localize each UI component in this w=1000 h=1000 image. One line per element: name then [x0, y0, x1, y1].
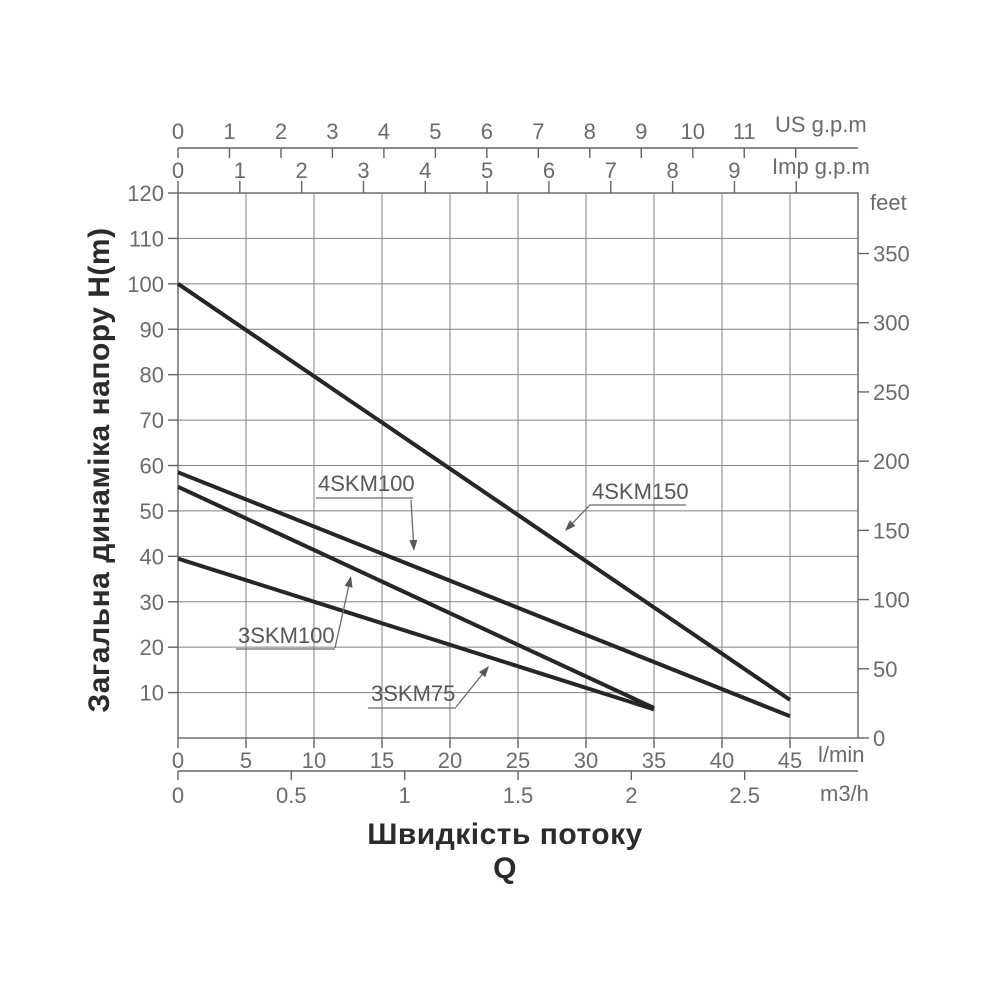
- h-m-tick-label: 40: [140, 544, 164, 569]
- m3h-tick-label: 0.5: [276, 783, 307, 808]
- h-m-tick-label: 80: [140, 363, 164, 388]
- us-gpm-tick-label: 9: [635, 119, 647, 144]
- h-m-tick-label: 60: [140, 454, 164, 479]
- us-gpm-tick-label: 8: [584, 119, 596, 144]
- curve-4SKM100: [177, 470, 791, 719]
- curve-label-4SKM100: 4SKM100: [318, 471, 415, 496]
- h-m-tick-label: 10: [140, 681, 164, 706]
- curve-label-leader: [334, 586, 350, 649]
- imp-gpm-tick-label: 9: [728, 158, 740, 183]
- lmin-tick-label: 10: [302, 748, 326, 773]
- imp-gpm-tick-label: 4: [419, 158, 431, 183]
- lmin-tick-label: 30: [574, 748, 598, 773]
- h-m-tick-label: 110: [129, 226, 164, 251]
- us-gpm-tick-label: 5: [429, 119, 441, 144]
- y-axis-title: Загальна динаміка напору H(m): [83, 227, 116, 713]
- curve-label-leader: [455, 674, 483, 708]
- us-gpm-unit-label: US g.p.m: [775, 112, 867, 137]
- curve-label-3SKM100: 3SKM100: [238, 623, 335, 648]
- curve-label-leader: [572, 505, 590, 524]
- feet-tick-label: 0: [873, 726, 885, 751]
- imp-gpm-tick-label: 3: [357, 158, 369, 183]
- us-gpm-tick-label: 3: [326, 119, 338, 144]
- feet-tick-label: 150: [873, 518, 910, 543]
- curve-label-3SKM75: 3SKM75: [371, 681, 455, 706]
- imp-gpm-tick-label: 0: [172, 158, 184, 183]
- lmin-tick-label: 0: [172, 748, 184, 773]
- h-m-tick-label: 20: [140, 635, 164, 660]
- lmin-tick-label: 20: [438, 748, 462, 773]
- us-gpm-tick-label: 1: [223, 119, 235, 144]
- lmin-tick-label: 35: [642, 748, 666, 773]
- leader-arrowhead: [565, 520, 576, 531]
- feet-tick-label: 200: [873, 449, 910, 474]
- lmin-tick-label: 40: [710, 748, 734, 773]
- feet-tick-label: 350: [873, 241, 910, 266]
- us-gpm-tick-label: 7: [532, 119, 544, 144]
- imp-gpm-tick-label: 6: [543, 158, 555, 183]
- lmin-tick-label: 15: [370, 748, 394, 773]
- curve-label-leader: [410, 499, 415, 541]
- m3h-tick-label: 2: [625, 783, 637, 808]
- imp-gpm-tick-label: 5: [481, 158, 493, 183]
- m3h-tick-label: 2.5: [729, 783, 760, 808]
- h-m-tick-label: 100: [127, 272, 164, 297]
- us-gpm-tick-label: 4: [378, 119, 390, 144]
- leader-arrowhead: [409, 539, 418, 551]
- imp-gpm-tick-label: 8: [666, 158, 678, 183]
- imp-gpm-tick-label: 7: [605, 158, 617, 183]
- curve-4SKM150: [176, 282, 792, 702]
- m3h-tick-label: 1: [399, 783, 411, 808]
- lmin-tick-label: 45: [778, 748, 802, 773]
- curve-3SKM100: [177, 484, 655, 710]
- leader-arrowhead: [344, 576, 353, 588]
- curve-3SKM75: [177, 556, 655, 712]
- h-m-tick-label: 90: [140, 317, 164, 342]
- lmin-tick-label: 25: [506, 748, 530, 773]
- curve-label-4SKM150: 4SKM150: [592, 479, 689, 504]
- imp-gpm-tick-label: 1: [234, 158, 246, 183]
- h-m-tick-label: 120: [127, 181, 164, 206]
- h-m-tick-label: 30: [140, 590, 164, 615]
- m3h-unit-label: m3/h: [820, 781, 869, 806]
- h-m-tick-label: 50: [140, 499, 164, 524]
- feet-unit-label: feet: [870, 190, 907, 215]
- m3h-tick-label: 0: [172, 783, 184, 808]
- leader-arrowhead: [478, 666, 489, 678]
- lmin-tick-label: 5: [240, 748, 252, 773]
- us-gpm-tick-label: 10: [681, 119, 705, 144]
- us-gpm-tick-label: 11: [733, 119, 756, 144]
- us-gpm-tick-label: 0: [172, 119, 184, 144]
- feet-tick-label: 50: [873, 657, 897, 682]
- feet-tick-label: 100: [873, 588, 910, 613]
- m3h-tick-label: 1.5: [503, 783, 534, 808]
- lmin-unit-label: l/min: [818, 742, 865, 767]
- us-gpm-tick-label: 6: [481, 119, 493, 144]
- feet-tick-label: 300: [873, 311, 910, 336]
- x-axis-title: Швидкість потоку Q: [367, 818, 643, 885]
- us-gpm-tick-label: 2: [275, 119, 287, 144]
- imp-gpm-unit-label: Imp g.p.m: [772, 154, 870, 179]
- h-m-tick-label: 70: [140, 408, 164, 433]
- imp-gpm-tick-label: 2: [296, 158, 308, 183]
- feet-tick-label: 250: [873, 380, 910, 405]
